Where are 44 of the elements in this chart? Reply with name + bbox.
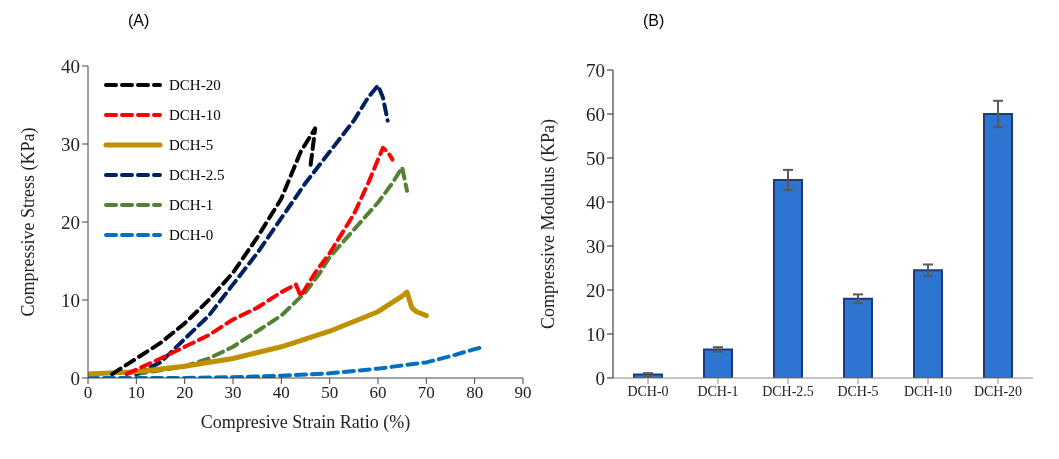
x-tick-label: 0: [83, 383, 93, 403]
x-tick-label: DCH-5: [837, 383, 879, 399]
y-tick-label: 40: [586, 191, 605, 213]
x-tick-label: 70: [417, 383, 435, 403]
x-tick-label: DCH-1: [697, 383, 739, 399]
chart-title: (B): [643, 12, 665, 30]
y-tick-label: 30: [61, 133, 80, 155]
bar: [913, 269, 943, 378]
legend-label: DCH-5: [169, 136, 214, 154]
x-axis-title: Compresive Strain Ratio (%): [200, 412, 411, 433]
legend-label: DCH-2.5: [169, 166, 225, 184]
x-tick-label: 40: [272, 383, 290, 403]
x-tick-label: 90: [514, 383, 532, 403]
y-tick-label: 20: [586, 279, 605, 301]
y-tick-label: 30: [586, 235, 605, 257]
bar: [983, 113, 1013, 378]
x-tick-label: 10: [127, 383, 145, 403]
legend-label: DCH-0: [169, 226, 214, 244]
y-tick-label: 50: [586, 147, 605, 169]
x-tick-label: DCH-10: [903, 383, 953, 399]
line-series: [110, 126, 318, 377]
x-tick-label: DCH-20: [973, 383, 1023, 399]
y-tick-label: 10: [586, 323, 605, 345]
x-tick-label: 30: [224, 383, 242, 403]
y-tick-label: 10: [61, 289, 80, 311]
x-tick-label: 20: [176, 383, 194, 403]
y-tick-label: 40: [61, 55, 80, 77]
bar: [703, 348, 733, 378]
bar: [843, 297, 873, 378]
y-tick-label: 20: [61, 211, 80, 233]
y-axis-title: Compressive Stress (KPa): [18, 127, 40, 317]
bar: [773, 179, 803, 378]
x-tick-label: DCH-0: [627, 383, 669, 399]
legend-label: DCH-1: [169, 196, 214, 214]
y-axis-title: Compressive Modulus (KPa): [538, 119, 560, 329]
x-tick-label: 50: [321, 383, 339, 403]
legend-label: DCH-10: [169, 106, 221, 124]
chart-title: (A): [128, 12, 150, 30]
x-tick-label: 60: [369, 383, 387, 403]
y-tick-label: 70: [586, 59, 605, 81]
x-tick-label: DCH-2.5: [762, 383, 814, 399]
x-tick-label: 80: [466, 383, 484, 403]
y-tick-label: 60: [586, 103, 605, 125]
legend-label: DCH-20: [169, 76, 221, 94]
